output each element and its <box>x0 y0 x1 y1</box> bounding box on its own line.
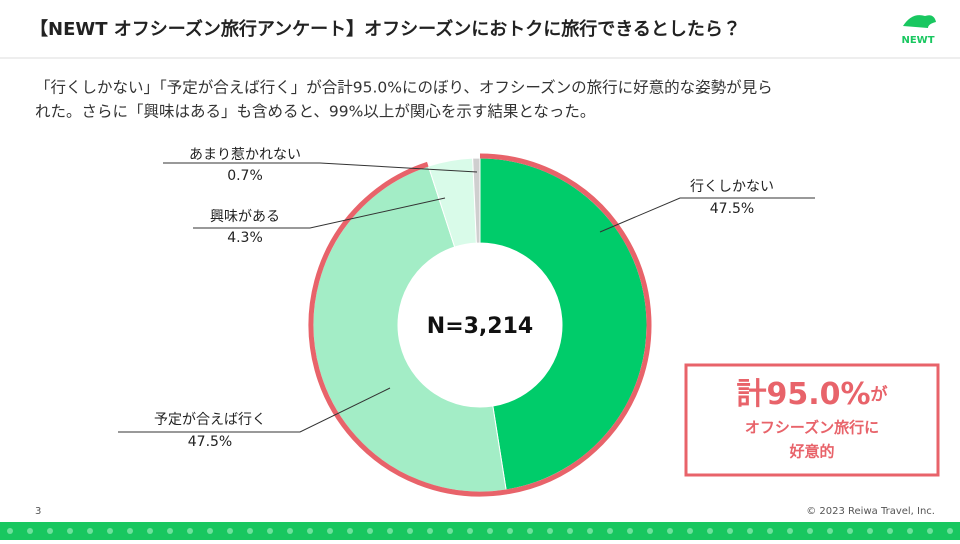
callout-line: オフシーズン旅行に <box>745 419 879 437</box>
value-label: 47.5% <box>188 434 232 450</box>
page-number: 3 <box>35 506 41 517</box>
category-label: 行くしかない <box>690 179 774 195</box>
donut-chart: N=3,214 行くしかない 47.5% 予定が合えば行く 47.5% 興味がある 4.3%… <box>118 147 815 497</box>
callout-suffix: が <box>871 384 888 405</box>
leader-line <box>118 387 391 433</box>
leader-line <box>193 197 446 229</box>
header-title: 【NEWT オフシーズン旅行アンケート】オフシーズンにおトクに旅行できるとしたら… <box>30 18 741 40</box>
logo-text: NEWT <box>901 35 934 46</box>
body-line: 「行くしかない」「予定が合えば行く」が合計95.0%にのぼり、オフシーズンの旅行… <box>35 79 773 97</box>
callout-main: 計95.0% <box>736 377 870 412</box>
callout-line: 好意的 <box>789 443 834 461</box>
value-label: 0.7% <box>227 168 263 184</box>
leader-line <box>599 197 815 233</box>
copyright: © 2023 Reiwa Travel, Inc. <box>806 506 935 517</box>
logo-icon <box>903 15 936 28</box>
highlight-arc <box>308 153 652 497</box>
category-label: 興味がある <box>210 209 280 225</box>
category-label: 予定が合えば行く <box>154 412 266 428</box>
center-label: N=3,214 <box>427 314 533 339</box>
footer-band <box>0 522 960 540</box>
category-label: あまり惹かれない <box>189 147 301 163</box>
leader-line <box>163 162 478 173</box>
callout-headline: 計95.0%が <box>736 377 887 412</box>
body-line: れた。さらに「興味はある」も含めると、99%以上が関心を示す結果となった。 <box>35 103 595 121</box>
value-label: 4.3% <box>227 230 263 246</box>
logo: NEWT <box>901 15 936 46</box>
callout-box <box>684 363 940 477</box>
donut-segment <box>472 157 481 244</box>
value-label: 47.5% <box>710 201 754 217</box>
